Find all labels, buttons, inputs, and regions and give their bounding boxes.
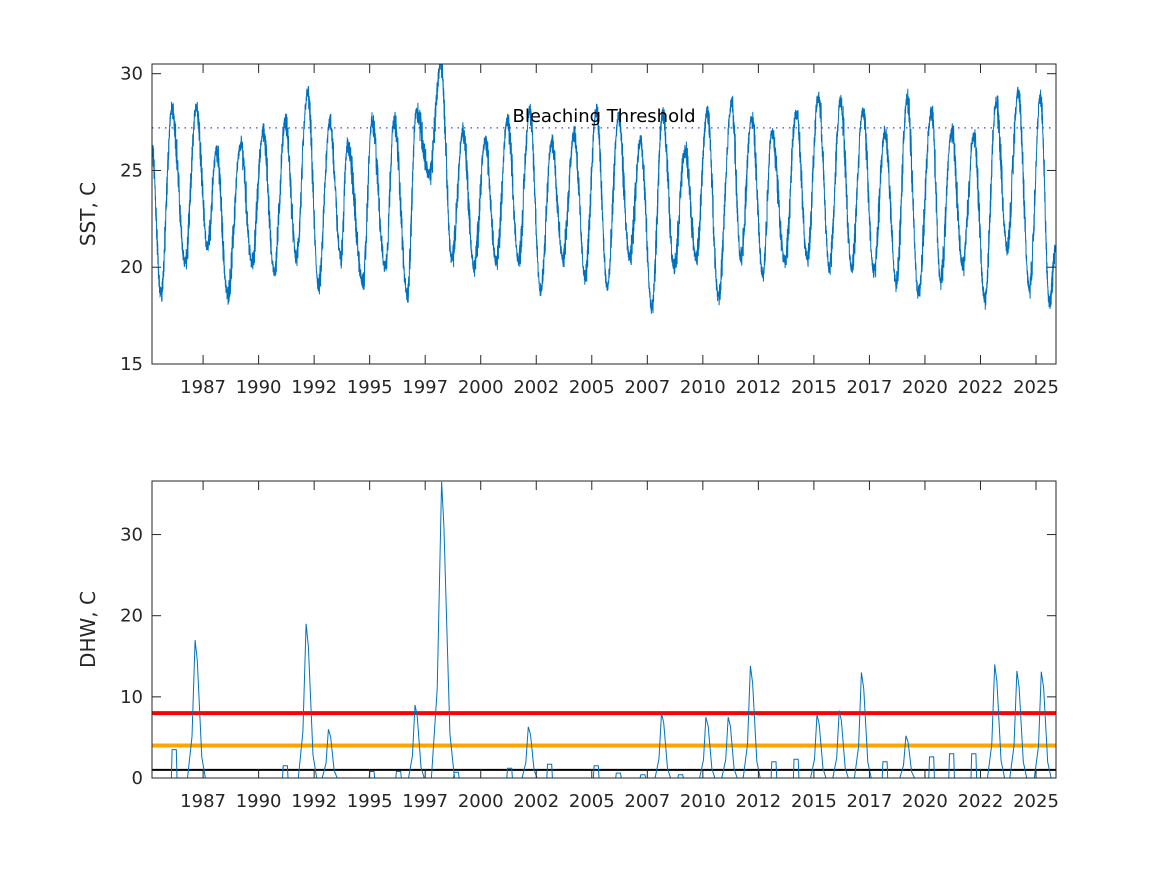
x-tick-label: 2010	[680, 377, 726, 398]
y-tick-label: 30	[120, 525, 143, 546]
x-tick-label: 2017	[847, 377, 893, 398]
x-tick-label: 2025	[1013, 791, 1059, 812]
x-tick-label: 2005	[569, 791, 615, 812]
x-tick-label: 2025	[1013, 377, 1059, 398]
x-tick-label: 2022	[958, 377, 1004, 398]
dhw-series-line	[152, 481, 1056, 778]
y-axis-label: DHW, C	[76, 591, 100, 668]
x-tick-label: 2012	[735, 377, 781, 398]
x-tick-label: 1997	[402, 377, 448, 398]
x-tick-label: 1992	[291, 377, 337, 398]
x-tick-label: 2017	[847, 791, 893, 812]
sst-series-line	[152, 64, 1056, 314]
x-tick-label: 2022	[958, 791, 1004, 812]
x-tick-label: 2002	[513, 791, 559, 812]
x-tick-label: 1987	[180, 377, 226, 398]
x-tick-label: 2000	[458, 791, 504, 812]
x-tick-label: 1990	[236, 791, 282, 812]
x-tick-label: 2010	[680, 791, 726, 812]
axes-box	[151, 63, 1057, 365]
x-tick-label: 1995	[347, 377, 393, 398]
y-tick-label: 25	[120, 160, 143, 181]
x-tick-label: 2020	[902, 791, 948, 812]
plot-area	[152, 481, 1056, 778]
sst-axes: Bleaching Threshold 1987 1990 1992 1995 1997 2…	[76, 63, 1059, 398]
y-tick-label: 10	[120, 687, 143, 708]
plot-area	[152, 64, 1056, 314]
x-tick-label: 2015	[791, 377, 837, 398]
x-tick-label: 2012	[735, 791, 781, 812]
x-tick-label: 1995	[347, 791, 393, 812]
x-tick-label: 1990	[236, 377, 282, 398]
x-tick-label: 1997	[402, 791, 448, 812]
bleaching-threshold-label: Bleaching Threshold	[512, 106, 695, 127]
x-tick-label: 2000	[458, 377, 504, 398]
y-tick-label: 20	[120, 257, 143, 278]
x-tick-label: 2007	[624, 791, 670, 812]
x-tick-label: 1992	[291, 791, 337, 812]
x-tick-label: 2007	[624, 377, 670, 398]
axes-box	[151, 480, 1057, 779]
x-tick-label: 2002	[513, 377, 559, 398]
x-tick-label: 2015	[791, 791, 837, 812]
x-tick-label: 2020	[902, 377, 948, 398]
dhw-axes: 1987 1990 1992 1995 1997 2000 2002 2005 2007 2010…	[76, 480, 1059, 812]
y-axis-label: SST, C	[76, 182, 100, 246]
x-tick-label: 1987	[180, 791, 226, 812]
y-tick-label: 30	[120, 64, 143, 85]
y-tick-label: 0	[132, 768, 143, 789]
y-tick-label: 15	[120, 354, 143, 375]
x-tick-label: 2005	[569, 377, 615, 398]
y-tick-label: 20	[120, 606, 143, 627]
